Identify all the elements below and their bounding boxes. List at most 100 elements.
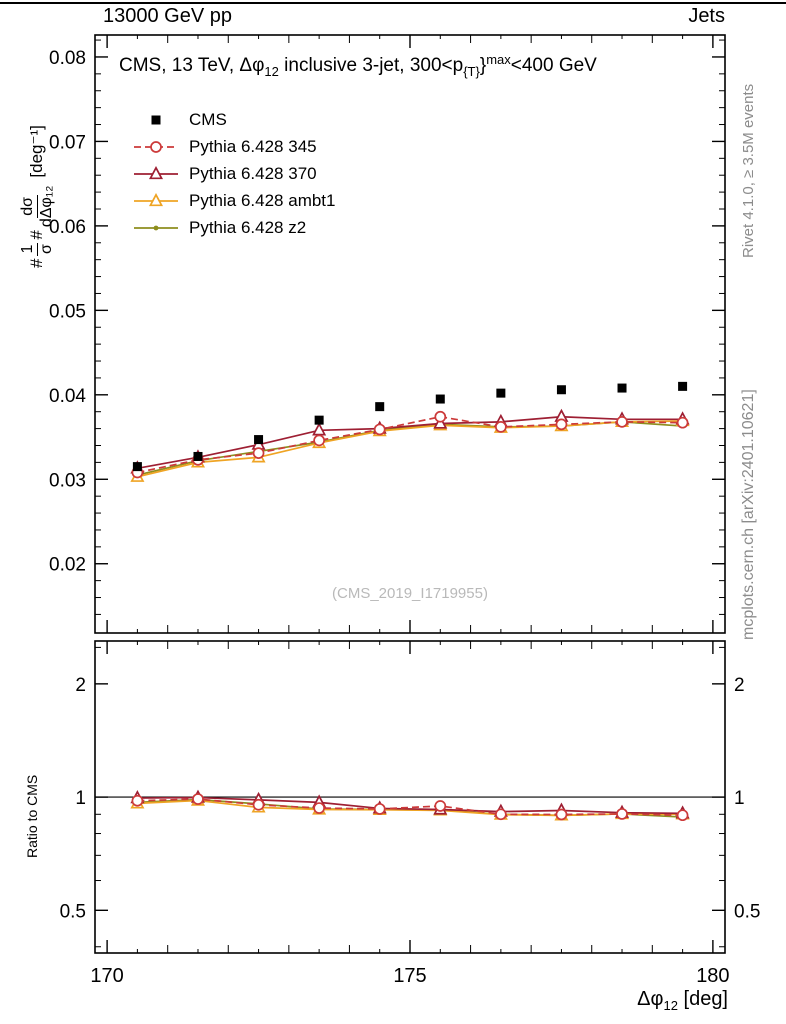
data-point-square xyxy=(151,115,161,124)
data-point-circle xyxy=(150,140,162,153)
y-axis-title-text: # xyxy=(27,230,46,240)
data-point-square xyxy=(678,381,688,391)
data-point-circle xyxy=(434,800,447,812)
data-point-circle xyxy=(616,808,628,820)
plot-title-text: } xyxy=(479,55,487,76)
data-point-circle xyxy=(676,809,689,822)
data-point-circle xyxy=(495,808,507,821)
data-point-circle xyxy=(131,794,144,807)
fraction-numerator: dσ xyxy=(18,194,38,218)
data-point-circle xyxy=(252,447,265,459)
legend-marker-triangle-open xyxy=(134,192,178,206)
data-point-circle xyxy=(313,802,325,814)
data-point-square xyxy=(496,388,506,398)
y-axis-unit: [deg⁻¹] xyxy=(27,125,46,178)
data-point-circle xyxy=(192,793,204,805)
tick-label: 0.08 xyxy=(49,48,86,69)
series-line xyxy=(137,798,683,817)
tick-label: 170 xyxy=(90,965,123,987)
tick-label: 1 xyxy=(75,788,86,809)
plot-title-text: Δφ xyxy=(239,55,265,76)
series-line xyxy=(137,415,683,474)
legend: CMS Pythia 6.428 345 Pythia 6.428 370 Pythi… xyxy=(133,106,335,241)
series-line xyxy=(137,799,683,817)
series-line xyxy=(137,420,683,478)
data-point-circle xyxy=(555,418,568,431)
legend-item: Pythia 6.428 ambt1 xyxy=(133,187,335,214)
data-point-circle xyxy=(555,808,568,821)
data-point-square xyxy=(254,435,264,445)
data-point-circle xyxy=(434,410,447,423)
tick-label: 2 xyxy=(734,675,745,696)
tick-label: 0.03 xyxy=(49,470,86,491)
plot-title-subscript: {T} xyxy=(463,64,480,79)
tick-label: 0.05 xyxy=(49,301,86,322)
analysis-group-label: Jets xyxy=(688,5,725,27)
data-point-triangle xyxy=(148,192,164,206)
series-line xyxy=(137,420,683,476)
tick-label: 0.06 xyxy=(49,217,86,238)
mcplots-credit-label: mcplots.cern.ch [arXiv:2401.10621] xyxy=(740,389,757,640)
x-axis-title-text: Δφ xyxy=(637,988,664,1010)
plot-title-subscript: 12 xyxy=(264,64,279,79)
series-line xyxy=(137,415,683,470)
tick-label: 0.02 xyxy=(49,555,86,576)
data-point-square xyxy=(556,385,566,395)
legend-item: Pythia 6.428 z2 xyxy=(133,214,335,241)
legend-label: CMS xyxy=(189,109,227,129)
y-axis-title: #1 σ # dσ dΔφ₁₂ [deg⁻¹] xyxy=(14,125,60,268)
data-point-square xyxy=(435,394,445,404)
data-point-circle xyxy=(616,415,628,428)
x-axis-title-subscript: 12 xyxy=(663,998,678,1013)
data-point-circle xyxy=(495,421,507,433)
x-axis-unit: [deg] xyxy=(677,988,729,1010)
legend-marker-dot xyxy=(134,225,178,230)
beam-energy-label: 13000 GeV pp xyxy=(103,5,232,27)
ratio-axis-title: Ratio to CMS xyxy=(24,774,40,858)
legend-item: Pythia 6.428 370 xyxy=(133,160,335,187)
tick-label: 1 xyxy=(734,788,745,809)
data-point-square xyxy=(132,462,142,472)
plot-title-text: CMS, 13 TeV, xyxy=(119,55,240,76)
data-point-square xyxy=(375,402,385,412)
legend-item: CMS xyxy=(133,106,335,133)
canvas-top-border xyxy=(0,2,786,4)
plot-title-superscript: max xyxy=(486,52,511,67)
data-point-square xyxy=(314,415,324,425)
data-point-circle xyxy=(313,434,325,447)
tick-label: 2 xyxy=(75,675,86,696)
data-point-triangle xyxy=(148,165,164,179)
tick-label: 0.04 xyxy=(49,386,86,407)
fraction-denominator: σ xyxy=(37,244,55,255)
tick-label: 0.5 xyxy=(60,901,86,922)
x-axis-title: Δφ12 [deg] xyxy=(637,988,728,1013)
legend-marker-triangle-open xyxy=(134,165,178,179)
data-point-circle xyxy=(373,803,386,815)
y-axis-title-text: # xyxy=(27,258,46,268)
data-point-circle xyxy=(373,423,386,436)
legend-label: Pythia 6.428 370 xyxy=(189,163,317,183)
data-point-circle xyxy=(676,416,689,429)
fraction-numerator: 1 xyxy=(18,242,38,256)
tick-label: 0.5 xyxy=(734,901,760,922)
y-axis-title-fraction: dσ dΔφ₁₂ xyxy=(18,185,56,228)
tick-label: 180 xyxy=(696,965,729,987)
data-point-dot xyxy=(153,225,159,230)
plot-title-text: inclusive 3-jet, 300<p xyxy=(278,55,464,76)
plot-title-text: <400 GeV xyxy=(510,55,597,76)
legend-item: Pythia 6.428 345 xyxy=(133,133,335,160)
legend-marker-square-filled xyxy=(151,115,161,124)
tick-label: 175 xyxy=(393,965,426,987)
rivet-version-label: Rivet 4.1.0, ≥ 3.5M events xyxy=(740,83,757,258)
legend-label: Pythia 6.428 z2 xyxy=(189,217,307,237)
plot-title: CMS, 13 TeV, Δφ12 inclusive 3-jet, 300<p… xyxy=(119,52,597,79)
data-point-square xyxy=(617,383,627,393)
fraction-denominator: dΔφ₁₂ xyxy=(37,185,55,228)
legend-marker-circle-open xyxy=(134,140,178,153)
analysis-id-watermark: (CMS_2019_I1719955) xyxy=(332,585,488,602)
legend-label: Pythia 6.428 ambt1 xyxy=(189,190,336,210)
series-line xyxy=(137,796,683,815)
